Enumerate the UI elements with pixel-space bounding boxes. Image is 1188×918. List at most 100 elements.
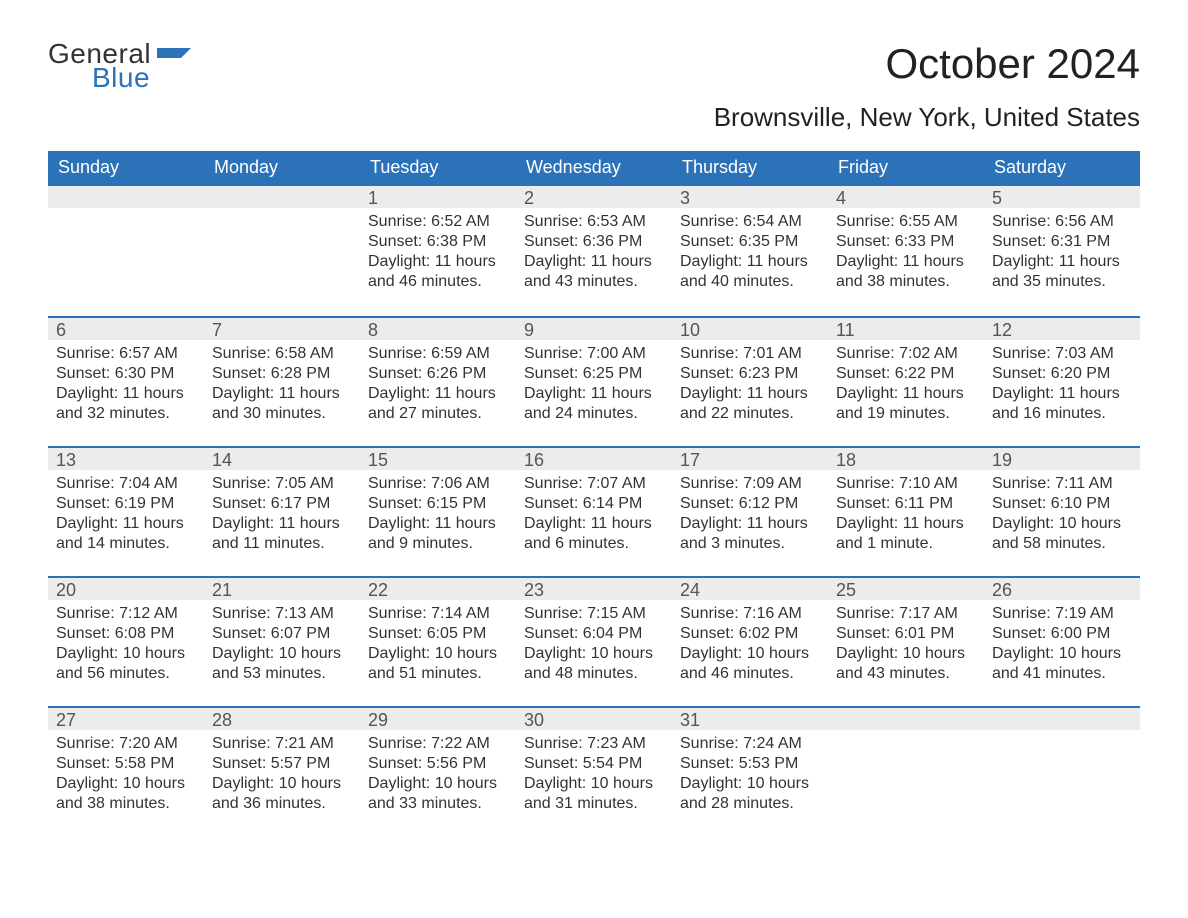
day-body: Sunrise: 7:14 AMSunset: 6:05 PMDaylight:… <box>360 600 516 698</box>
sunrise-line: Sunrise: 7:19 AM <box>992 604 1132 624</box>
calendar-cell: 15Sunrise: 7:06 AMSunset: 6:15 PMDayligh… <box>360 446 516 576</box>
day-body: Sunrise: 7:04 AMSunset: 6:19 PMDaylight:… <box>48 470 204 568</box>
day-body: Sunrise: 6:56 AMSunset: 6:31 PMDaylight:… <box>984 208 1140 306</box>
sunset-line: Sunset: 6:31 PM <box>992 232 1132 252</box>
sunrise-line: Sunrise: 6:58 AM <box>212 344 352 364</box>
calendar-cell: 22Sunrise: 7:14 AMSunset: 6:05 PMDayligh… <box>360 576 516 706</box>
day-of-week-header: Sunday <box>48 151 204 184</box>
day-body: Sunrise: 7:24 AMSunset: 5:53 PMDaylight:… <box>672 730 828 828</box>
flag-icon <box>157 44 191 68</box>
day-body: Sunrise: 7:00 AMSunset: 6:25 PMDaylight:… <box>516 340 672 438</box>
sunset-line: Sunset: 6:38 PM <box>368 232 508 252</box>
sunset-line: Sunset: 5:57 PM <box>212 754 352 774</box>
day-number: 24 <box>672 576 828 600</box>
sunset-line: Sunset: 6:15 PM <box>368 494 508 514</box>
day-body: Sunrise: 6:54 AMSunset: 6:35 PMDaylight:… <box>672 208 828 306</box>
day-number: 18 <box>828 446 984 470</box>
sunrise-line: Sunrise: 7:16 AM <box>680 604 820 624</box>
day-body: Sunrise: 6:53 AMSunset: 6:36 PMDaylight:… <box>516 208 672 306</box>
sunset-line: Sunset: 6:35 PM <box>680 232 820 252</box>
day-number: 25 <box>828 576 984 600</box>
calendar-cell: 26Sunrise: 7:19 AMSunset: 6:00 PMDayligh… <box>984 576 1140 706</box>
calendar-cell: 30Sunrise: 7:23 AMSunset: 5:54 PMDayligh… <box>516 706 672 838</box>
sunset-line: Sunset: 6:30 PM <box>56 364 196 384</box>
calendar-cell: 13Sunrise: 7:04 AMSunset: 6:19 PMDayligh… <box>48 446 204 576</box>
sunset-line: Sunset: 6:25 PM <box>524 364 664 384</box>
day-of-week-header: Monday <box>204 151 360 184</box>
sunrise-line: Sunrise: 6:54 AM <box>680 212 820 232</box>
day-number: 29 <box>360 706 516 730</box>
day-number: 31 <box>672 706 828 730</box>
calendar-cell: 4 Sunrise: 6:55 AMSunset: 6:33 PMDaylight… <box>828 184 984 316</box>
sunset-line: Sunset: 6:10 PM <box>992 494 1132 514</box>
daylight-line: Daylight: 11 hours and 27 minutes. <box>368 384 508 424</box>
day-number: 26 <box>984 576 1140 600</box>
sunrise-line: Sunrise: 7:06 AM <box>368 474 508 494</box>
day-of-week-header: Thursday <box>672 151 828 184</box>
sunset-line: Sunset: 6:17 PM <box>212 494 352 514</box>
daylight-line: Daylight: 11 hours and 35 minutes. <box>992 252 1132 292</box>
day-number: 10 <box>672 316 828 340</box>
day-of-week-header: Saturday <box>984 151 1140 184</box>
day-body: Sunrise: 7:13 AMSunset: 6:07 PMDaylight:… <box>204 600 360 698</box>
day-number: 15 <box>360 446 516 470</box>
day-body: Sunrise: 7:17 AMSunset: 6:01 PMDaylight:… <box>828 600 984 698</box>
day-body: Sunrise: 7:16 AMSunset: 6:02 PMDaylight:… <box>672 600 828 698</box>
calendar-cell: 24Sunrise: 7:16 AMSunset: 6:02 PMDayligh… <box>672 576 828 706</box>
day-number <box>828 706 984 730</box>
calendar-cell: 25Sunrise: 7:17 AMSunset: 6:01 PMDayligh… <box>828 576 984 706</box>
sunrise-line: Sunrise: 7:23 AM <box>524 734 664 754</box>
sunset-line: Sunset: 6:07 PM <box>212 624 352 644</box>
day-number <box>204 184 360 208</box>
day-number: 27 <box>48 706 204 730</box>
daylight-line: Daylight: 10 hours and 38 minutes. <box>56 774 196 814</box>
daylight-line: Daylight: 11 hours and 38 minutes. <box>836 252 976 292</box>
day-number <box>984 706 1140 730</box>
sunset-line: Sunset: 6:33 PM <box>836 232 976 252</box>
sunrise-line: Sunrise: 7:01 AM <box>680 344 820 364</box>
sunrise-line: Sunrise: 7:15 AM <box>524 604 664 624</box>
daylight-line: Daylight: 10 hours and 43 minutes. <box>836 644 976 684</box>
day-body: Sunrise: 7:11 AMSunset: 6:10 PMDaylight:… <box>984 470 1140 568</box>
day-body: Sunrise: 7:12 AMSunset: 6:08 PMDaylight:… <box>48 600 204 698</box>
sunrise-line: Sunrise: 7:04 AM <box>56 474 196 494</box>
day-number: 3 <box>672 184 828 208</box>
day-number: 28 <box>204 706 360 730</box>
day-body <box>984 730 1140 838</box>
daylight-line: Daylight: 11 hours and 46 minutes. <box>368 252 508 292</box>
calendar-cell: 8Sunrise: 6:59 AMSunset: 6:26 PMDaylight… <box>360 316 516 446</box>
sunrise-line: Sunrise: 7:22 AM <box>368 734 508 754</box>
day-body: Sunrise: 7:21 AMSunset: 5:57 PMDaylight:… <box>204 730 360 828</box>
day-body <box>204 208 360 316</box>
daylight-line: Daylight: 11 hours and 40 minutes. <box>680 252 820 292</box>
calendar-cell: 23Sunrise: 7:15 AMSunset: 6:04 PMDayligh… <box>516 576 672 706</box>
daylight-line: Daylight: 11 hours and 19 minutes. <box>836 384 976 424</box>
day-body <box>828 730 984 838</box>
logo: General Blue <box>48 40 191 92</box>
day-number: 2 <box>516 184 672 208</box>
day-body: Sunrise: 7:06 AMSunset: 6:15 PMDaylight:… <box>360 470 516 568</box>
sunset-line: Sunset: 5:56 PM <box>368 754 508 774</box>
calendar-cell: 16Sunrise: 7:07 AMSunset: 6:14 PMDayligh… <box>516 446 672 576</box>
header: General Blue October 2024 Brownsville, N… <box>48 40 1140 133</box>
sunrise-line: Sunrise: 7:03 AM <box>992 344 1132 364</box>
calendar-cell <box>828 706 984 838</box>
day-body <box>48 208 204 316</box>
sunset-line: Sunset: 6:08 PM <box>56 624 196 644</box>
daylight-line: Daylight: 11 hours and 16 minutes. <box>992 384 1132 424</box>
calendar-grid: SundayMondayTuesdayWednesdayThursdayFrid… <box>48 151 1140 838</box>
day-number: 4 <box>828 184 984 208</box>
day-number: 6 <box>48 316 204 340</box>
calendar-cell: 29Sunrise: 7:22 AMSunset: 5:56 PMDayligh… <box>360 706 516 838</box>
sunrise-line: Sunrise: 6:55 AM <box>836 212 976 232</box>
calendar-cell: 7Sunrise: 6:58 AMSunset: 6:28 PMDaylight… <box>204 316 360 446</box>
sunset-line: Sunset: 6:23 PM <box>680 364 820 384</box>
calendar-cell: 2Sunrise: 6:53 AMSunset: 6:36 PMDaylight… <box>516 184 672 316</box>
sunrise-line: Sunrise: 7:10 AM <box>836 474 976 494</box>
day-body: Sunrise: 6:52 AMSunset: 6:38 PMDaylight:… <box>360 208 516 306</box>
day-number: 7 <box>204 316 360 340</box>
sunset-line: Sunset: 6:05 PM <box>368 624 508 644</box>
title-block: October 2024 Brownsville, New York, Unit… <box>714 40 1140 133</box>
sunset-line: Sunset: 5:54 PM <box>524 754 664 774</box>
sunrise-line: Sunrise: 7:05 AM <box>212 474 352 494</box>
